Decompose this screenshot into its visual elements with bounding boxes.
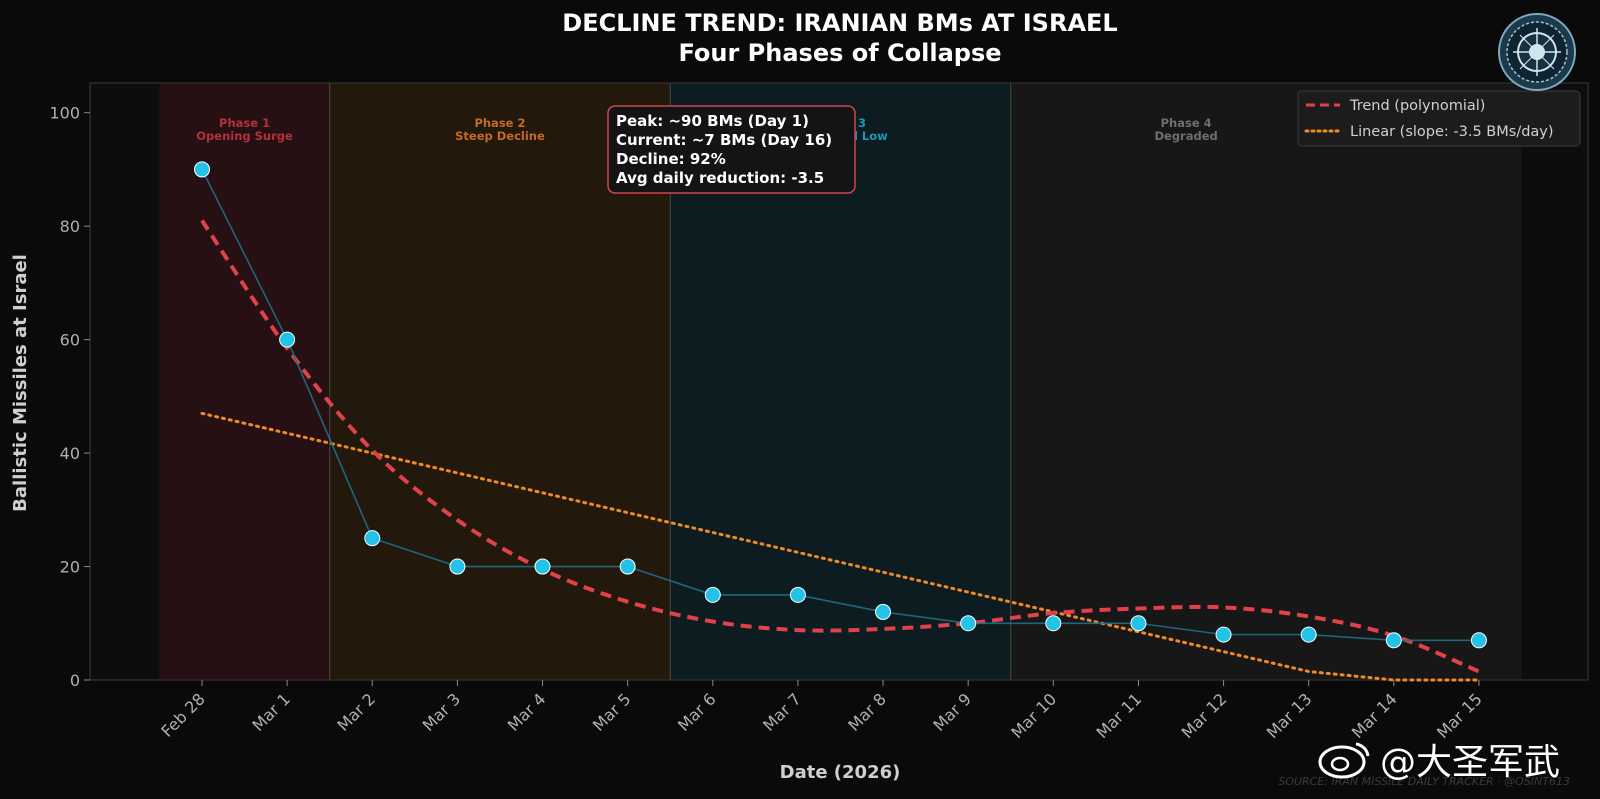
legend-linear-label: Linear (slope: -3.5 BMs/day) (1350, 124, 1554, 140)
daily-point-mar-11 (1130, 615, 1147, 632)
daily-point-mar-13 (1300, 626, 1317, 643)
phase-label-2: Phase 2 (474, 116, 525, 130)
legend-box (1297, 90, 1581, 147)
daily-series-line (201, 169, 1479, 642)
phase-label-4: Phase 4 (1161, 116, 1212, 130)
y-tick-label: 80 (60, 217, 80, 236)
phase-desc-2: Steep Decline (455, 129, 545, 143)
daily-point-feb-28 (194, 161, 210, 178)
stats-annotation: Peak: ~90 BMs (Day 1) Current: ~7 BMs (D… (607, 105, 856, 194)
legend: Trend (polynomial) Linear (slope: -3.5 B… (1297, 90, 1581, 147)
daily-point-mar-2 (364, 530, 381, 547)
daily-point-mar-6 (704, 586, 721, 603)
phase-desc-1: Opening Surge (196, 129, 293, 143)
chart-subtitle: Four Phases of Collapse (678, 39, 1001, 67)
source-note: SOURCE: IRAN MISSILE DAILY TRACKER · @OS… (1278, 775, 1570, 788)
y-tick-label: 100 (49, 104, 80, 123)
phase-band-4 (1010, 83, 1522, 680)
daily-point-mar-1 (279, 331, 296, 348)
linear-trend-line (200, 411, 1481, 682)
x-axis-label: Date (2026) (780, 762, 901, 783)
stats-avg-reduction: Avg daily reduction: -3.5 (616, 169, 824, 187)
y-tick-label: 40 (60, 444, 80, 463)
stats-peak: Peak: ~90 BMs (Day 1) (616, 112, 809, 130)
watermark: @大圣军武 (1318, 742, 1560, 783)
stats-annotation-box (607, 105, 856, 194)
watermark-text: @大圣军武 (1380, 742, 1560, 783)
daily-point-mar-10 (1045, 615, 1062, 632)
phase-label-1: Phase 1 (219, 116, 270, 130)
stats-decline: Decline: 92% (616, 150, 726, 168)
phase-desc-4: Degraded (1154, 129, 1217, 143)
legend-trend-label: Trend (polynomial) (1349, 98, 1485, 114)
daily-point-mar-15 (1470, 632, 1487, 649)
daily-point-mar-7 (789, 586, 806, 603)
phase-band-1 (159, 83, 330, 680)
y-axis-label: Ballistic Missiles at Israel (10, 254, 31, 512)
daily-point-mar-9 (960, 615, 977, 632)
y-axis: 0 20 40 60 80 100 (49, 104, 90, 690)
daily-point-mar-12 (1215, 626, 1232, 643)
logo-emblem (1498, 13, 1576, 91)
weibo-icon (1318, 742, 1370, 779)
chart-title: DECLINE TREND: IRANIAN BMs AT ISRAEL (562, 9, 1117, 37)
daily-point-mar-5 (619, 558, 636, 575)
series-group (194, 161, 1487, 682)
y-tick-label: 0 (70, 671, 80, 690)
polynomial-trend-line (200, 219, 1480, 674)
daily-point-mar-4 (534, 558, 551, 575)
stats-current: Current: ~7 BMs (Day 16) (616, 131, 832, 149)
daily-point-mar-14 (1385, 632, 1402, 649)
y-tick-label: 20 (60, 558, 80, 577)
daily-point-mar-8 (875, 603, 892, 620)
daily-point-mar-3 (449, 558, 466, 575)
y-tick-label: 60 (60, 331, 80, 350)
